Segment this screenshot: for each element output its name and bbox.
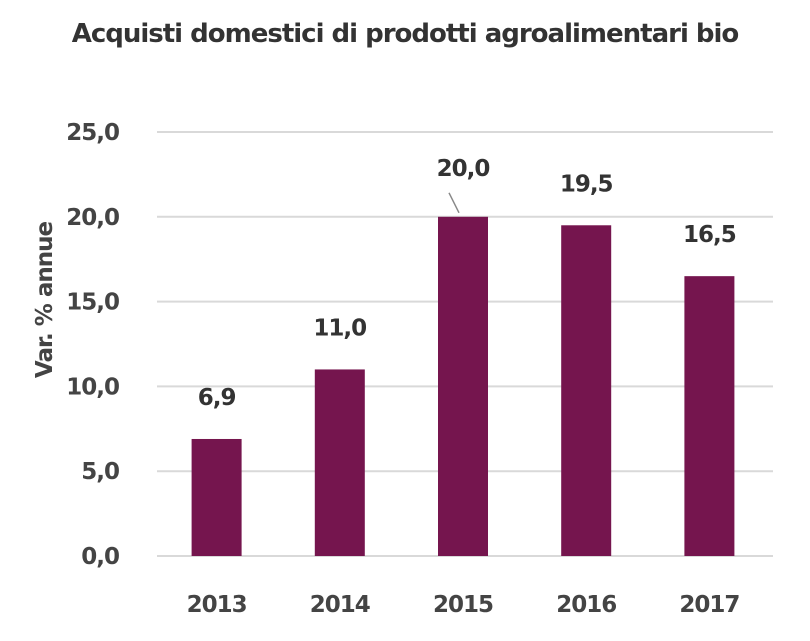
y-tick-label: 10,0	[66, 374, 119, 400]
data-labels: 6,9 11,0 20,0 19,5 16,5	[198, 156, 737, 411]
y-tick-label: 20,0	[66, 205, 119, 231]
data-label-2014: 11,0	[313, 315, 366, 341]
x-tick-label: 2015	[433, 592, 493, 618]
x-axis-ticks: 2013 2014 2015 2016 2017	[187, 592, 741, 618]
chart-title: Acquisti domestici di prodotti agroalime…	[72, 19, 739, 49]
leader-line	[448, 192, 460, 214]
y-tick-label: 5,0	[81, 459, 119, 485]
y-tick-label: 0,0	[81, 544, 119, 570]
bar-2017	[684, 276, 735, 556]
data-label-2016: 19,5	[560, 171, 613, 197]
data-label-2015: 20,0	[437, 156, 490, 182]
bar-2015	[438, 216, 488, 557]
bar-2013	[191, 438, 242, 556]
x-tick-label: 2014	[310, 592, 370, 618]
y-axis-ticks: 0,0 5,0 10,0 15,0 20,0 25,0	[66, 120, 120, 570]
y-tick-label: 25,0	[66, 120, 119, 146]
bar-2014	[314, 369, 365, 556]
x-tick-label: 2016	[556, 592, 616, 618]
bar-2016	[561, 225, 612, 556]
data-label-2017: 16,5	[683, 222, 736, 248]
y-axis-label: Var. % annue	[32, 222, 58, 379]
x-tick-label: 2017	[679, 592, 739, 618]
data-label-2013: 6,9	[198, 385, 236, 411]
x-tick-label: 2013	[187, 592, 247, 618]
y-tick-label: 15,0	[66, 290, 119, 316]
bars	[191, 216, 735, 557]
